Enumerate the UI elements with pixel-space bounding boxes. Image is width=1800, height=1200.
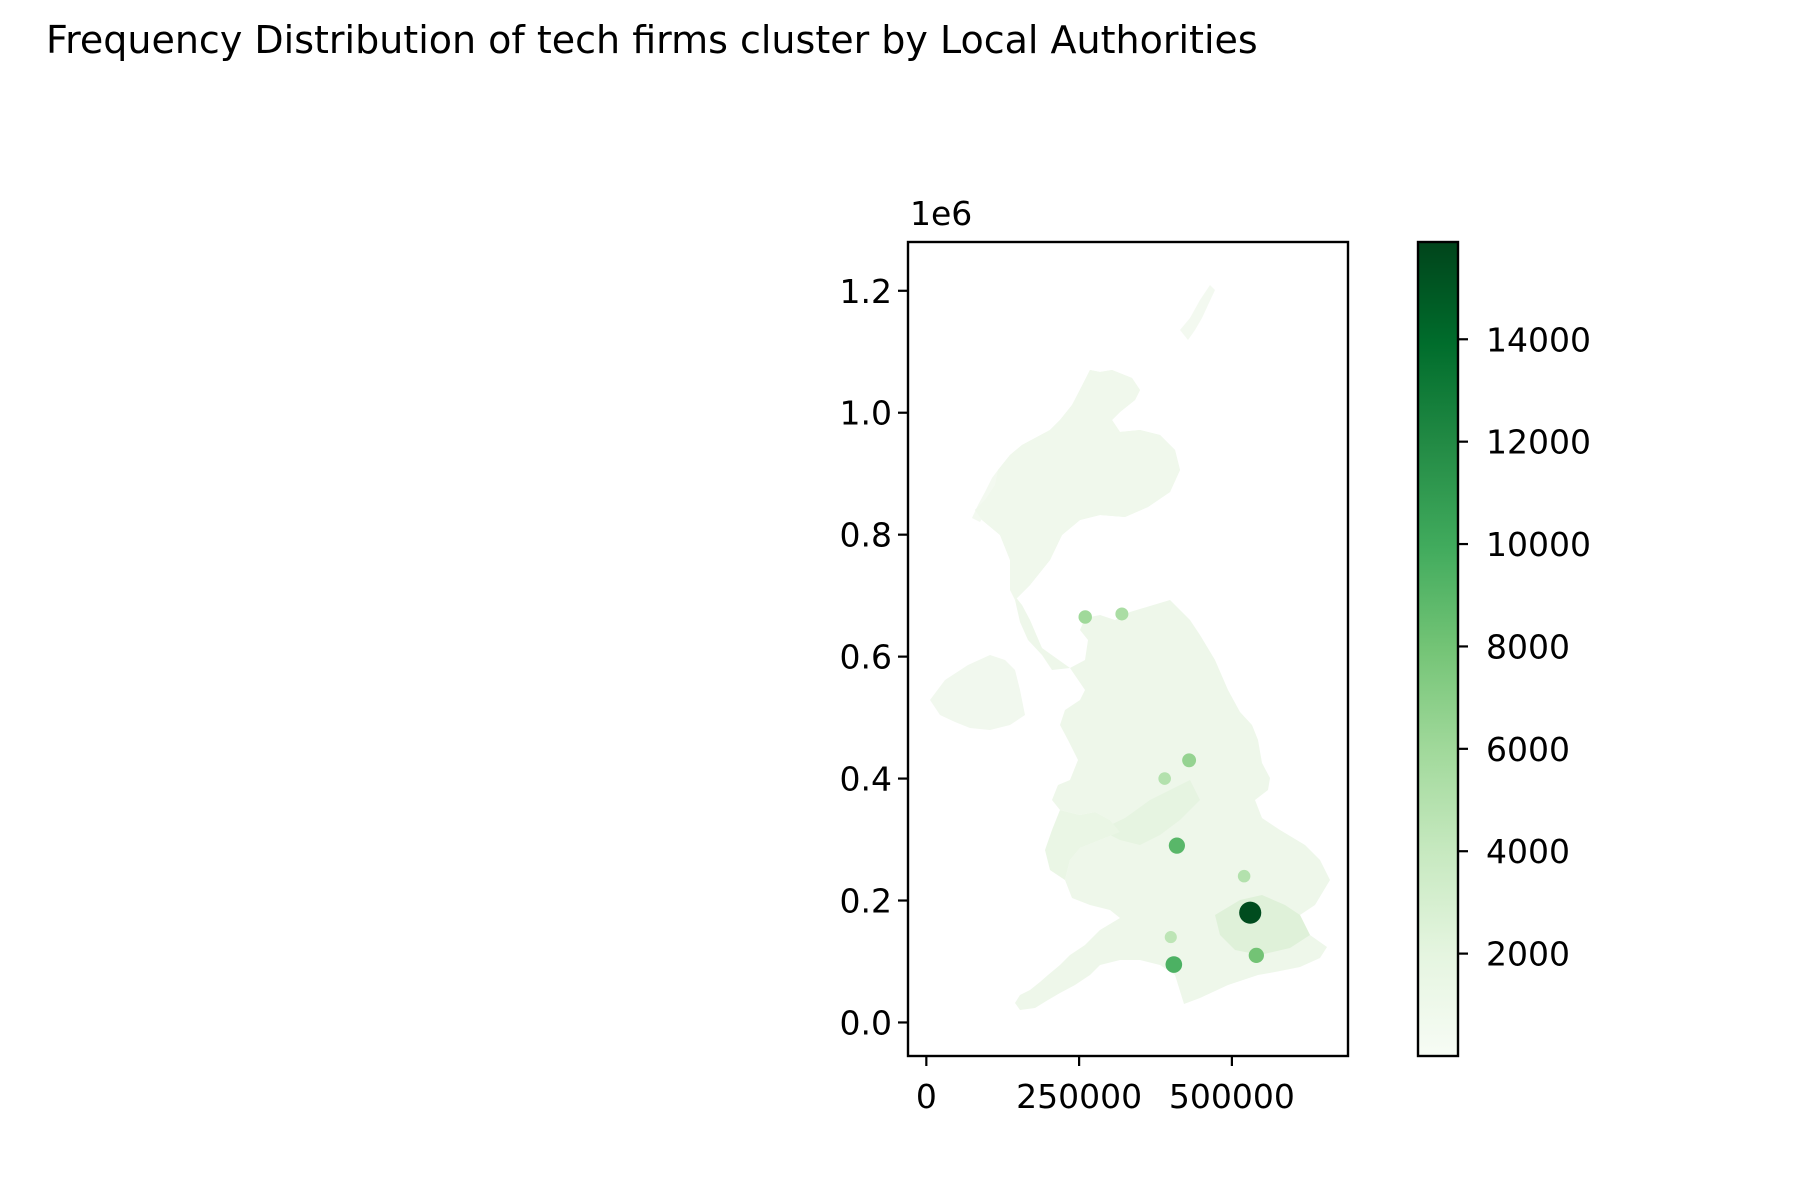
region-south-east [1215, 895, 1310, 955]
region-midlands [1100, 780, 1200, 845]
x-axis: 0 250000 500000 [916, 1056, 1295, 1116]
hotspot-region [1115, 607, 1129, 621]
y-tick-label: 1.2 [840, 272, 892, 311]
y-axis: 0.0 0.2 0.4 0.6 0.8 1.0 1.2 [840, 272, 908, 1042]
x-tick-label: 250000 [1016, 1077, 1142, 1116]
hotspot-region [1182, 753, 1197, 768]
region-northern-ireland [930, 655, 1025, 730]
colorbar-tick-label: 6000 [1486, 730, 1570, 769]
hotspot-regions [1078, 607, 1264, 973]
x-tick-label: 500000 [1169, 1077, 1295, 1116]
hotspot-region [1078, 610, 1092, 624]
hotspot-region [1237, 869, 1251, 883]
chart-title: Frequency Distribution of tech firms clu… [46, 18, 1258, 62]
region-wales [1045, 810, 1120, 880]
hotspot-region [1248, 947, 1264, 964]
region-northern-isles [1180, 285, 1215, 340]
colorbar-tick-label: 14000 [1486, 320, 1591, 359]
y-tick-label: 1.0 [840, 394, 892, 433]
colorbar-axis: 2000 4000 6000 8000 10000 12000 14000 [1458, 320, 1591, 974]
colorbar [1416, 240, 1460, 1058]
hotspot-region [1164, 931, 1177, 944]
y-offset-label: 1e6 [910, 194, 972, 233]
y-tick-label: 0.8 [840, 516, 892, 555]
hotspot-region [1158, 772, 1171, 785]
colorbar-tick-label: 4000 [1486, 832, 1570, 871]
y-tick-label: 0.2 [840, 882, 892, 921]
x-tick-label: 0 [916, 1077, 937, 1116]
colorbar-tick-label: 10000 [1486, 525, 1591, 564]
colorbar-tick-label: 8000 [1486, 627, 1570, 666]
hotspot-region [1239, 901, 1262, 924]
region-scotland [975, 370, 1180, 600]
y-tick-label: 0.4 [840, 760, 892, 799]
map-regions [930, 285, 1330, 1010]
hotspot-region [1168, 837, 1185, 854]
colorbar-tick-label: 12000 [1486, 423, 1591, 462]
hotspot-region [1165, 956, 1183, 973]
colorbar-tick-label: 2000 [1486, 935, 1570, 974]
y-tick-label: 0.6 [840, 638, 892, 677]
axes-frame [906, 240, 1350, 1058]
y-tick-label: 0.0 [840, 1003, 892, 1042]
